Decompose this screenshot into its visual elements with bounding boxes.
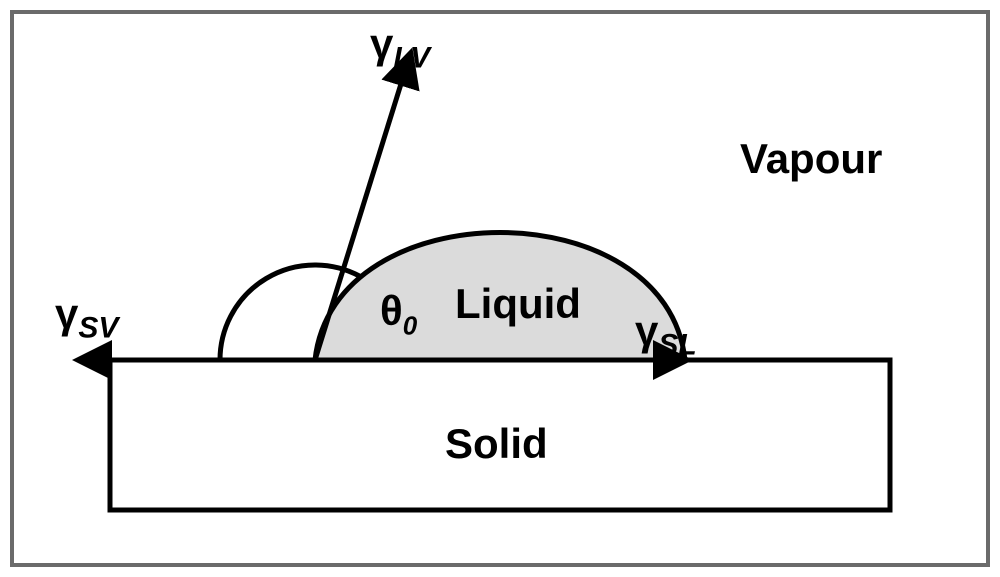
theta-symbol: θ: [380, 287, 403, 334]
label-gamma-sv: γSV: [55, 290, 118, 345]
label-solid: Solid: [445, 420, 548, 468]
gamma-lv-subscript: LV: [393, 41, 430, 74]
label-vapour: Vapour: [740, 135, 882, 183]
label-vapour-text: Vapour: [740, 135, 882, 182]
gamma-symbol: γ: [635, 307, 658, 354]
gamma-symbol: γ: [55, 290, 78, 337]
label-theta: θ0: [380, 287, 417, 341]
label-gamma-lv: γLV: [370, 20, 430, 75]
gamma-sv-subscript: SV: [78, 311, 118, 344]
gamma-sl-subscript: SL: [658, 328, 696, 361]
gamma-symbol: γ: [370, 20, 393, 67]
label-liquid-text: Liquid: [455, 280, 581, 327]
label-gamma-sl: γSL: [635, 307, 697, 362]
label-solid-text: Solid: [445, 420, 548, 467]
theta-subscript: 0: [403, 310, 417, 340]
label-liquid: Liquid: [455, 280, 581, 328]
